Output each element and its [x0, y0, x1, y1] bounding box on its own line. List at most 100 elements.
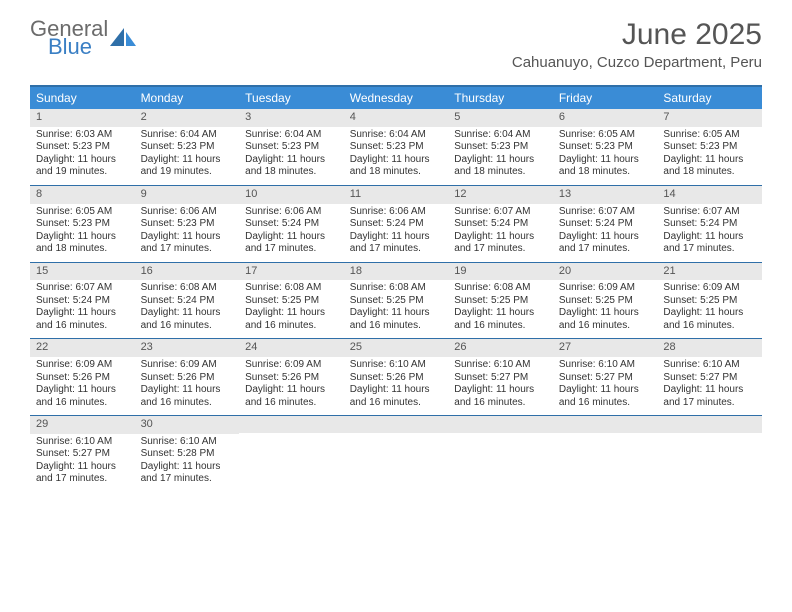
day-body: Sunrise: 6:10 AMSunset: 5:28 PMDaylight:…: [135, 434, 240, 492]
calendar-day: 24Sunrise: 6:09 AMSunset: 5:26 PMDayligh…: [239, 339, 344, 415]
weekday-header: Saturday: [657, 87, 762, 109]
calendar-day: 23Sunrise: 6:09 AMSunset: 5:26 PMDayligh…: [135, 339, 240, 415]
daylight-line1: Daylight: 11 hours: [36, 307, 129, 320]
daylight-line2: and 17 minutes.: [663, 243, 756, 256]
sunrise-text: Sunrise: 6:10 AM: [141, 436, 234, 449]
sunrise-text: Sunrise: 6:09 AM: [559, 282, 652, 295]
sunset-text: Sunset: 5:27 PM: [36, 448, 129, 461]
day-body: Sunrise: 6:09 AMSunset: 5:26 PMDaylight:…: [135, 357, 240, 415]
calendar-day: 17Sunrise: 6:08 AMSunset: 5:25 PMDayligh…: [239, 263, 344, 339]
weekday-header: Thursday: [448, 87, 553, 109]
calendar-day-empty: [448, 416, 553, 492]
daylight-line2: and 18 minutes.: [559, 166, 652, 179]
daylight-line1: Daylight: 11 hours: [350, 384, 443, 397]
day-body: Sunrise: 6:08 AMSunset: 5:25 PMDaylight:…: [448, 280, 553, 338]
logo-sail-icon: [110, 28, 138, 48]
sunrise-text: Sunrise: 6:06 AM: [245, 206, 338, 219]
day-body: Sunrise: 6:10 AMSunset: 5:27 PMDaylight:…: [30, 434, 135, 492]
daylight-line2: and 16 minutes.: [559, 397, 652, 410]
sunrise-text: Sunrise: 6:04 AM: [245, 129, 338, 142]
daylight-line2: and 16 minutes.: [245, 320, 338, 333]
day-body: [657, 433, 762, 491]
day-body: Sunrise: 6:09 AMSunset: 5:26 PMDaylight:…: [239, 357, 344, 415]
day-body: Sunrise: 6:06 AMSunset: 5:24 PMDaylight:…: [239, 204, 344, 262]
sunrise-text: Sunrise: 6:07 AM: [559, 206, 652, 219]
day-body: Sunrise: 6:07 AMSunset: 5:24 PMDaylight:…: [30, 280, 135, 338]
weekday-header: Sunday: [30, 87, 135, 109]
sunset-text: Sunset: 5:26 PM: [141, 372, 234, 385]
sunrise-text: Sunrise: 6:08 AM: [245, 282, 338, 295]
sunset-text: Sunset: 5:24 PM: [245, 218, 338, 231]
calendar-day: 19Sunrise: 6:08 AMSunset: 5:25 PMDayligh…: [448, 263, 553, 339]
sunset-text: Sunset: 5:25 PM: [454, 295, 547, 308]
daylight-line2: and 16 minutes.: [141, 397, 234, 410]
daylight-line2: and 17 minutes.: [454, 243, 547, 256]
daylight-line2: and 16 minutes.: [663, 320, 756, 333]
calendar-week-row: 22Sunrise: 6:09 AMSunset: 5:26 PMDayligh…: [30, 338, 762, 415]
sunset-text: Sunset: 5:25 PM: [245, 295, 338, 308]
calendar-day: 4Sunrise: 6:04 AMSunset: 5:23 PMDaylight…: [344, 109, 449, 185]
day-body: Sunrise: 6:03 AMSunset: 5:23 PMDaylight:…: [30, 127, 135, 185]
daylight-line2: and 17 minutes.: [559, 243, 652, 256]
sunrise-text: Sunrise: 6:05 AM: [559, 129, 652, 142]
sunrise-text: Sunrise: 6:08 AM: [454, 282, 547, 295]
daylight-line1: Daylight: 11 hours: [454, 154, 547, 167]
day-number: 9: [135, 186, 240, 204]
daylight-line1: Daylight: 11 hours: [559, 231, 652, 244]
logo-text-wrap: General Blue: [30, 18, 108, 58]
sunset-text: Sunset: 5:25 PM: [663, 295, 756, 308]
calendar-week-row: 15Sunrise: 6:07 AMSunset: 5:24 PMDayligh…: [30, 262, 762, 339]
page-header: General Blue June 2025 Cahuanuyo, Cuzco …: [0, 0, 792, 79]
daylight-line1: Daylight: 11 hours: [36, 461, 129, 474]
sunset-text: Sunset: 5:23 PM: [454, 141, 547, 154]
day-number: 18: [344, 263, 449, 281]
calendar: SundayMondayTuesdayWednesdayThursdayFrid…: [30, 85, 762, 492]
sunset-text: Sunset: 5:25 PM: [559, 295, 652, 308]
location-subtitle: Cahuanuyo, Cuzco Department, Peru: [512, 54, 762, 71]
day-number: 4: [344, 109, 449, 127]
sunset-text: Sunset: 5:25 PM: [350, 295, 443, 308]
daylight-line2: and 16 minutes.: [454, 320, 547, 333]
day-body: Sunrise: 6:08 AMSunset: 5:25 PMDaylight:…: [239, 280, 344, 338]
weekday-header: Friday: [553, 87, 658, 109]
daylight-line1: Daylight: 11 hours: [141, 384, 234, 397]
daylight-line1: Daylight: 11 hours: [454, 231, 547, 244]
calendar-day: 5Sunrise: 6:04 AMSunset: 5:23 PMDaylight…: [448, 109, 553, 185]
daylight-line1: Daylight: 11 hours: [663, 231, 756, 244]
sunset-text: Sunset: 5:23 PM: [663, 141, 756, 154]
weekday-header: Monday: [135, 87, 240, 109]
calendar-day: 30Sunrise: 6:10 AMSunset: 5:28 PMDayligh…: [135, 416, 240, 492]
sunset-text: Sunset: 5:28 PM: [141, 448, 234, 461]
sunrise-text: Sunrise: 6:06 AM: [141, 206, 234, 219]
calendar-day: 27Sunrise: 6:10 AMSunset: 5:27 PMDayligh…: [553, 339, 658, 415]
day-body: [553, 433, 658, 491]
day-body: Sunrise: 6:05 AMSunset: 5:23 PMDaylight:…: [30, 204, 135, 262]
calendar-week-row: 1Sunrise: 6:03 AMSunset: 5:23 PMDaylight…: [30, 109, 762, 185]
calendar-day: 6Sunrise: 6:05 AMSunset: 5:23 PMDaylight…: [553, 109, 658, 185]
calendar-day-empty: [553, 416, 658, 492]
daylight-line1: Daylight: 11 hours: [141, 307, 234, 320]
day-number: 27: [553, 339, 658, 357]
sunset-text: Sunset: 5:26 PM: [350, 372, 443, 385]
calendar-day: 10Sunrise: 6:06 AMSunset: 5:24 PMDayligh…: [239, 186, 344, 262]
sunset-text: Sunset: 5:27 PM: [454, 372, 547, 385]
calendar-day-empty: [657, 416, 762, 492]
day-number: 23: [135, 339, 240, 357]
calendar-day: 14Sunrise: 6:07 AMSunset: 5:24 PMDayligh…: [657, 186, 762, 262]
sunset-text: Sunset: 5:23 PM: [141, 141, 234, 154]
daylight-line1: Daylight: 11 hours: [559, 307, 652, 320]
day-number: 7: [657, 109, 762, 127]
sunset-text: Sunset: 5:23 PM: [350, 141, 443, 154]
sunrise-text: Sunrise: 6:09 AM: [141, 359, 234, 372]
calendar-day: 29Sunrise: 6:10 AMSunset: 5:27 PMDayligh…: [30, 416, 135, 492]
day-number: 22: [30, 339, 135, 357]
day-body: [239, 433, 344, 491]
day-number: 20: [553, 263, 658, 281]
calendar-day: 2Sunrise: 6:04 AMSunset: 5:23 PMDaylight…: [135, 109, 240, 185]
daylight-line1: Daylight: 11 hours: [245, 231, 338, 244]
sunrise-text: Sunrise: 6:09 AM: [36, 359, 129, 372]
day-number: 14: [657, 186, 762, 204]
sunset-text: Sunset: 5:26 PM: [36, 372, 129, 385]
day-body: Sunrise: 6:08 AMSunset: 5:24 PMDaylight:…: [135, 280, 240, 338]
daylight-line2: and 16 minutes.: [245, 397, 338, 410]
